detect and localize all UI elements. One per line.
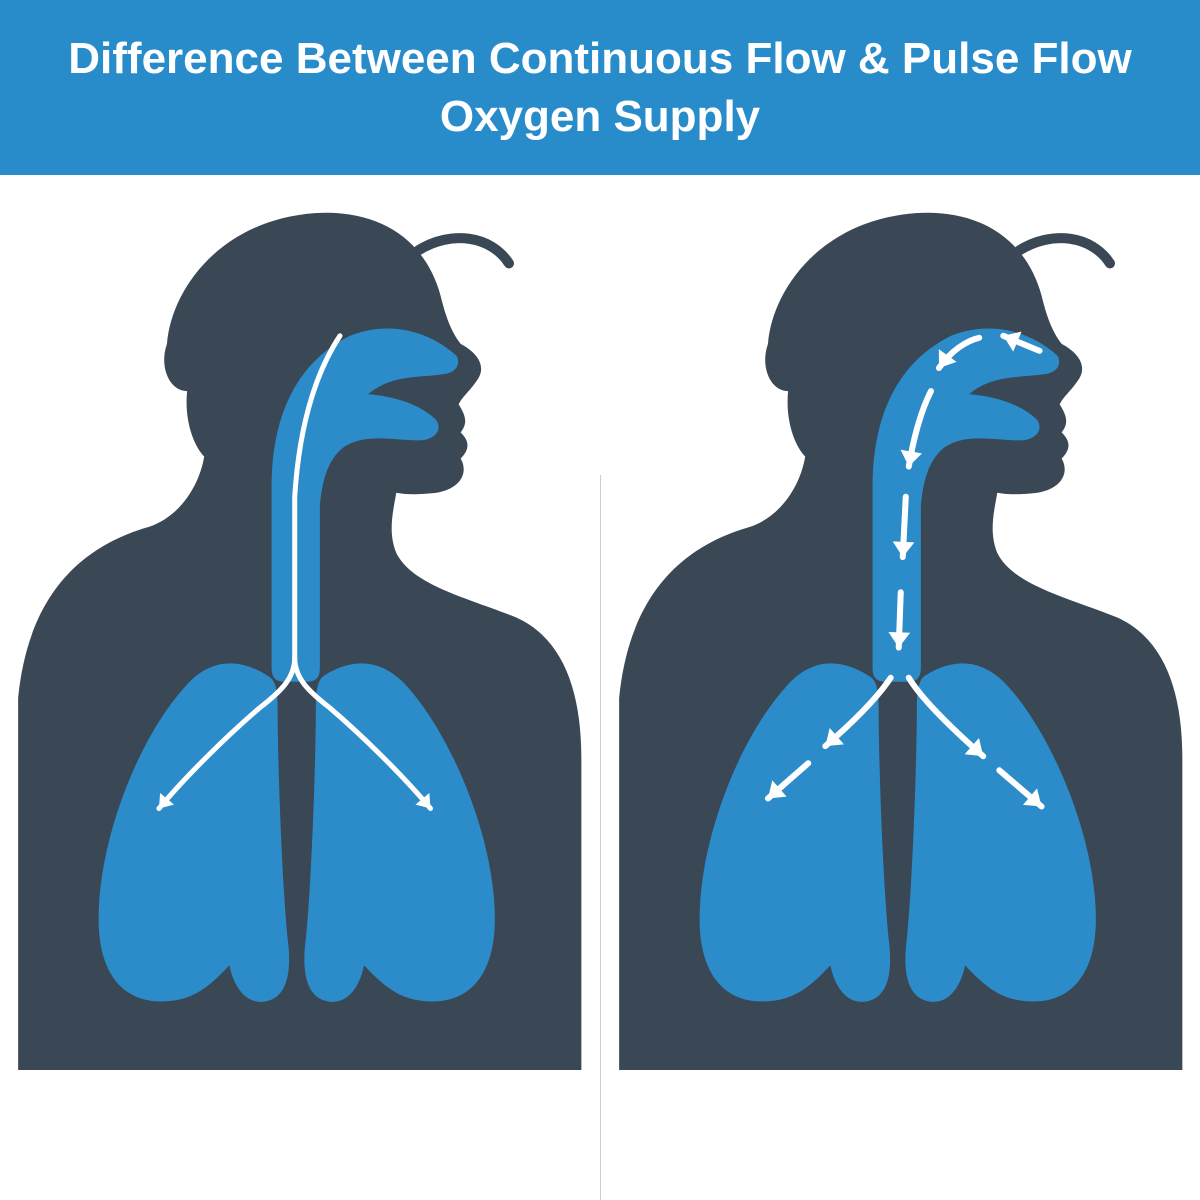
caption-sub-pulse: Supply Oxygen On Detection Of Inhalation — [601, 1145, 1200, 1173]
panel-pulse-flow: Pulse Flow Supply Oxygen On Detection Of… — [601, 175, 1200, 1200]
header-banner: Difference Between Continuous Flow & Pul… — [0, 0, 1200, 175]
caption-title-continuous: Continuous Flow — [0, 1107, 600, 1139]
figure-pulse — [601, 195, 1200, 1070]
caption-sub-continuous: Supply Oxygen Constantly — [0, 1145, 600, 1173]
page-title: Difference Between Continuous Flow & Pul… — [0, 30, 1200, 144]
caption-continuous: Continuous Flow Supply Oxygen Constantly — [0, 1107, 600, 1173]
caption-title-pulse: Pulse Flow — [601, 1107, 1200, 1139]
caption-pulse: Pulse Flow Supply Oxygen On Detection Of… — [601, 1107, 1200, 1173]
figure-continuous — [0, 195, 600, 1070]
comparison-panels: Continuous Flow Supply Oxygen Constantly… — [0, 175, 1200, 1200]
panel-continuous-flow: Continuous Flow Supply Oxygen Constantly — [0, 175, 600, 1200]
